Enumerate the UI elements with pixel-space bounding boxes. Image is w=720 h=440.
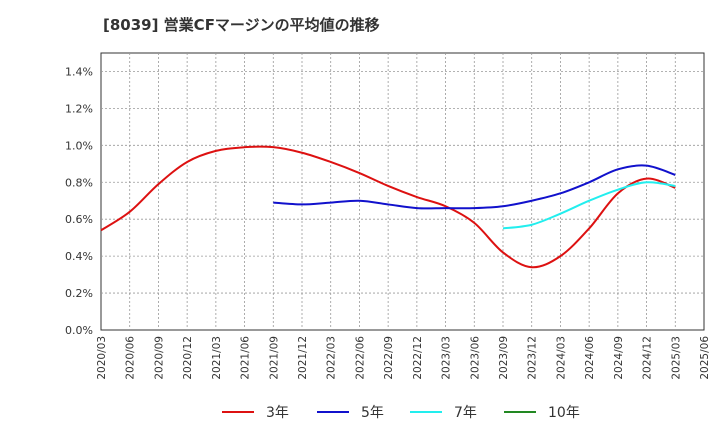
legend-item: 10年: [504, 402, 580, 422]
y-tick-label: 0.4%: [65, 250, 93, 263]
y-axis-ticks: 0.0% 0.2% 0.4% 0.6% 0.8% 1.0% 1.2% 1.4%: [65, 65, 93, 337]
x-tick-label: 2025/06: [699, 336, 711, 380]
legend-label: 5年: [361, 405, 384, 421]
series-line-1: [100, 145, 676, 269]
x-tick-label: 2024/09: [613, 336, 625, 380]
x-tick-label: 2020/09: [153, 336, 165, 380]
series-line-2: [273, 164, 676, 210]
series-line-3: [502, 181, 676, 230]
y-tick-label: 1.0%: [65, 139, 93, 152]
legend-swatch: [410, 411, 442, 413]
y-tick-label: 0.0%: [65, 324, 93, 337]
y-tick-label: 0.8%: [65, 176, 93, 189]
x-tick-label: 2023/09: [498, 336, 510, 380]
x-tick-label: 2021/03: [211, 336, 223, 380]
x-tick-label: 2023/12: [527, 336, 539, 380]
legend-swatch: [317, 411, 349, 413]
y-tick-label: 1.2%: [65, 102, 93, 115]
legend-item: 7年: [410, 402, 477, 422]
x-tick-label: 2020/06: [125, 336, 137, 380]
chart-title: [8039] 営業CFマージンの平均値の推移: [103, 16, 380, 34]
legend-label: 7年: [454, 405, 477, 421]
x-axis-ticks: 2020/03 2020/06 2020/09 2020/12 2021/03 2021/…: [96, 336, 711, 380]
x-tick-label: 2021/12: [297, 336, 309, 380]
x-tick-label: 2023/03: [441, 336, 453, 380]
x-tick-label: 2021/06: [240, 336, 252, 380]
x-tick-label: 2023/06: [469, 336, 481, 380]
legend-label: 10年: [548, 405, 580, 421]
legend-label: 3年: [266, 405, 289, 421]
x-tick-label: 2020/03: [96, 336, 108, 380]
legend-item: 5年: [317, 402, 384, 422]
x-tick-label: 2022/09: [383, 336, 395, 380]
legend: 3年 5年 7年 10年: [0, 402, 720, 426]
x-tick-label: 2025/03: [670, 336, 682, 380]
x-tick-label: 2024/06: [584, 336, 596, 380]
x-tick-label: 2021/09: [268, 336, 280, 380]
series-lines: [100, 145, 676, 269]
x-tick-label: 2022/03: [326, 336, 338, 380]
y-tick-label: 1.4%: [65, 65, 93, 78]
x-tick-label: 2022/12: [412, 336, 424, 380]
x-tick-label: 2024/12: [642, 336, 654, 380]
y-tick-label: 0.6%: [65, 213, 93, 226]
x-tick-label: 2022/06: [354, 336, 366, 380]
legend-item: 3年: [222, 402, 289, 422]
legend-swatch: [222, 411, 254, 413]
x-tick-label: 2020/12: [182, 336, 194, 380]
grid: [101, 53, 704, 330]
y-tick-label: 0.2%: [65, 287, 93, 300]
x-tick-label: 2024/03: [555, 336, 567, 380]
legend-swatch: [504, 411, 536, 413]
